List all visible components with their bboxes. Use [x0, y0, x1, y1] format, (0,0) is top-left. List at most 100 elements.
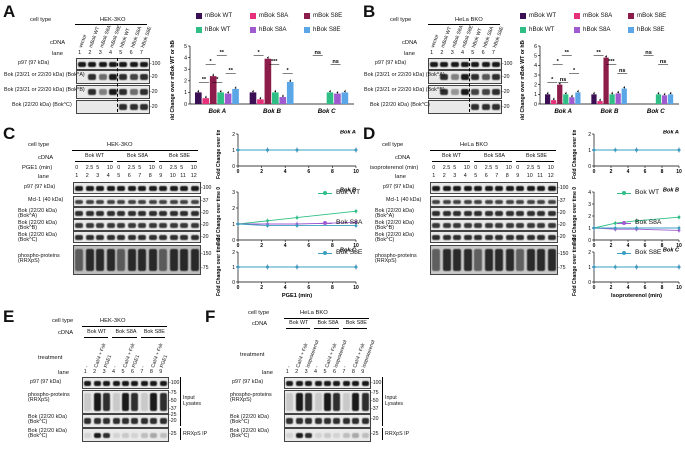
blot-band: [84, 380, 92, 386]
bar: [279, 97, 287, 104]
x-tick-label: 10: [676, 169, 682, 175]
y-axis-label: Fold Change over time 0: [572, 187, 578, 245]
blot-band: [461, 74, 469, 80]
group-label: Bok S8E: [143, 329, 165, 335]
lane-number: 4: [461, 50, 464, 56]
blot-strip-p97: [73, 182, 201, 194]
blot-band: [106, 222, 115, 228]
blot-band: [547, 234, 556, 240]
blot-band: [150, 380, 158, 386]
subplot-title: Bok A: [340, 130, 356, 136]
data-point: [613, 148, 617, 152]
blot-band: [495, 249, 504, 271]
blot-band: [159, 418, 167, 424]
x-tick-label: 8: [331, 169, 334, 175]
blot-band: [169, 210, 178, 216]
blot-band: [295, 380, 303, 386]
blot-band: [159, 380, 167, 386]
blot-band: [432, 222, 441, 228]
blot-band: [190, 185, 199, 191]
blot-band: [333, 432, 341, 438]
row-label-p97: p97 (97 kDa): [383, 184, 415, 190]
x-tick-label: 2: [610, 243, 613, 249]
legend-swatch: [196, 27, 202, 33]
blot-band: [106, 210, 115, 216]
y-tick-label: 0: [232, 238, 235, 244]
bar: [209, 76, 217, 104]
y-tick-label: 0: [588, 164, 591, 170]
blot-band: [547, 185, 556, 191]
blot-band: [286, 432, 294, 438]
lane-divider: [117, 58, 118, 112]
bar: [272, 92, 279, 104]
treatment-label: treatment: [240, 352, 265, 358]
mw-marker: -20: [502, 74, 510, 80]
mw-marker: -37: [169, 406, 177, 412]
legend-marker: [622, 191, 626, 195]
blot-band: [432, 199, 441, 204]
blot-band: [148, 234, 157, 240]
row-label-bok-ip: Bok (22/20 kDa) (Bok^C): [28, 428, 67, 440]
blot-band: [148, 210, 157, 216]
time-value: 0: [516, 165, 520, 171]
blot-band: [286, 393, 294, 411]
cdna-label: cDNA: [38, 155, 54, 161]
data-point: [635, 148, 638, 152]
lane-number: 3: [96, 173, 100, 179]
side-label-ip: RRXpS IP: [385, 431, 410, 437]
blot-band: [103, 380, 111, 386]
blot-band: [169, 199, 178, 204]
group-underline: [342, 328, 367, 329]
significance-label: ns: [619, 68, 626, 74]
blot-band: [505, 210, 514, 216]
x-tick-label: 4: [284, 285, 287, 291]
lane-number: 4: [314, 369, 318, 375]
lane-number: 5: [323, 369, 327, 375]
significance-label: *: [551, 77, 554, 83]
blot-band: [323, 432, 331, 438]
legend-label: Bok S8E: [635, 249, 662, 256]
legend-label: Bok WT: [336, 189, 361, 196]
lane-number: 8: [351, 369, 355, 375]
row-label-bok-a: Bok (23/21 or 22/20 kDa) (Bok^A): [364, 72, 445, 78]
y-axis-label: Fold Change over time 0: [572, 130, 578, 179]
blot-band: [305, 418, 313, 424]
data-point: [613, 265, 617, 269]
treatment-label: treatment: [38, 355, 63, 361]
mw-marker: -20: [201, 234, 209, 240]
blot-band: [314, 380, 322, 386]
blot-band: [159, 234, 168, 240]
category-label: Bok B: [263, 108, 281, 115]
group-label: Bok WT: [87, 329, 107, 335]
category-label: Bok C: [647, 108, 665, 115]
data-point: [274, 90, 276, 93]
blot-band: [463, 234, 472, 240]
mw-marker: -20: [150, 74, 158, 80]
mw-marker: -20: [558, 222, 566, 228]
input-bracket: [382, 377, 383, 426]
blot-band: [516, 185, 525, 191]
blot-strip-bok-a: [430, 207, 558, 219]
blot-band: [84, 393, 92, 411]
data-point: [611, 92, 613, 95]
significance-label: ns: [660, 59, 667, 65]
y-tick-label: 0: [534, 102, 537, 108]
y-tick-label: 1: [232, 222, 235, 228]
group-underline: [432, 161, 470, 162]
time-value: 5: [180, 165, 184, 171]
y-tick-label: 2: [184, 79, 187, 85]
subplot-title: Bok B: [340, 188, 356, 194]
bar: [249, 92, 257, 104]
blot-strip-phospho: [73, 245, 201, 275]
blot-band: [96, 222, 105, 228]
lane-number: 2: [88, 50, 92, 56]
blot-band: [474, 210, 483, 216]
blot-band: [148, 222, 157, 228]
row-label-p97: p97 (97 kDa): [24, 184, 56, 190]
blot-band: [442, 210, 451, 216]
data-point: [552, 98, 555, 100]
y-tick-label: 2: [232, 250, 235, 256]
blot-band: [119, 61, 128, 67]
cdna-label: cDNA: [395, 155, 411, 161]
blot-band: [305, 393, 313, 411]
